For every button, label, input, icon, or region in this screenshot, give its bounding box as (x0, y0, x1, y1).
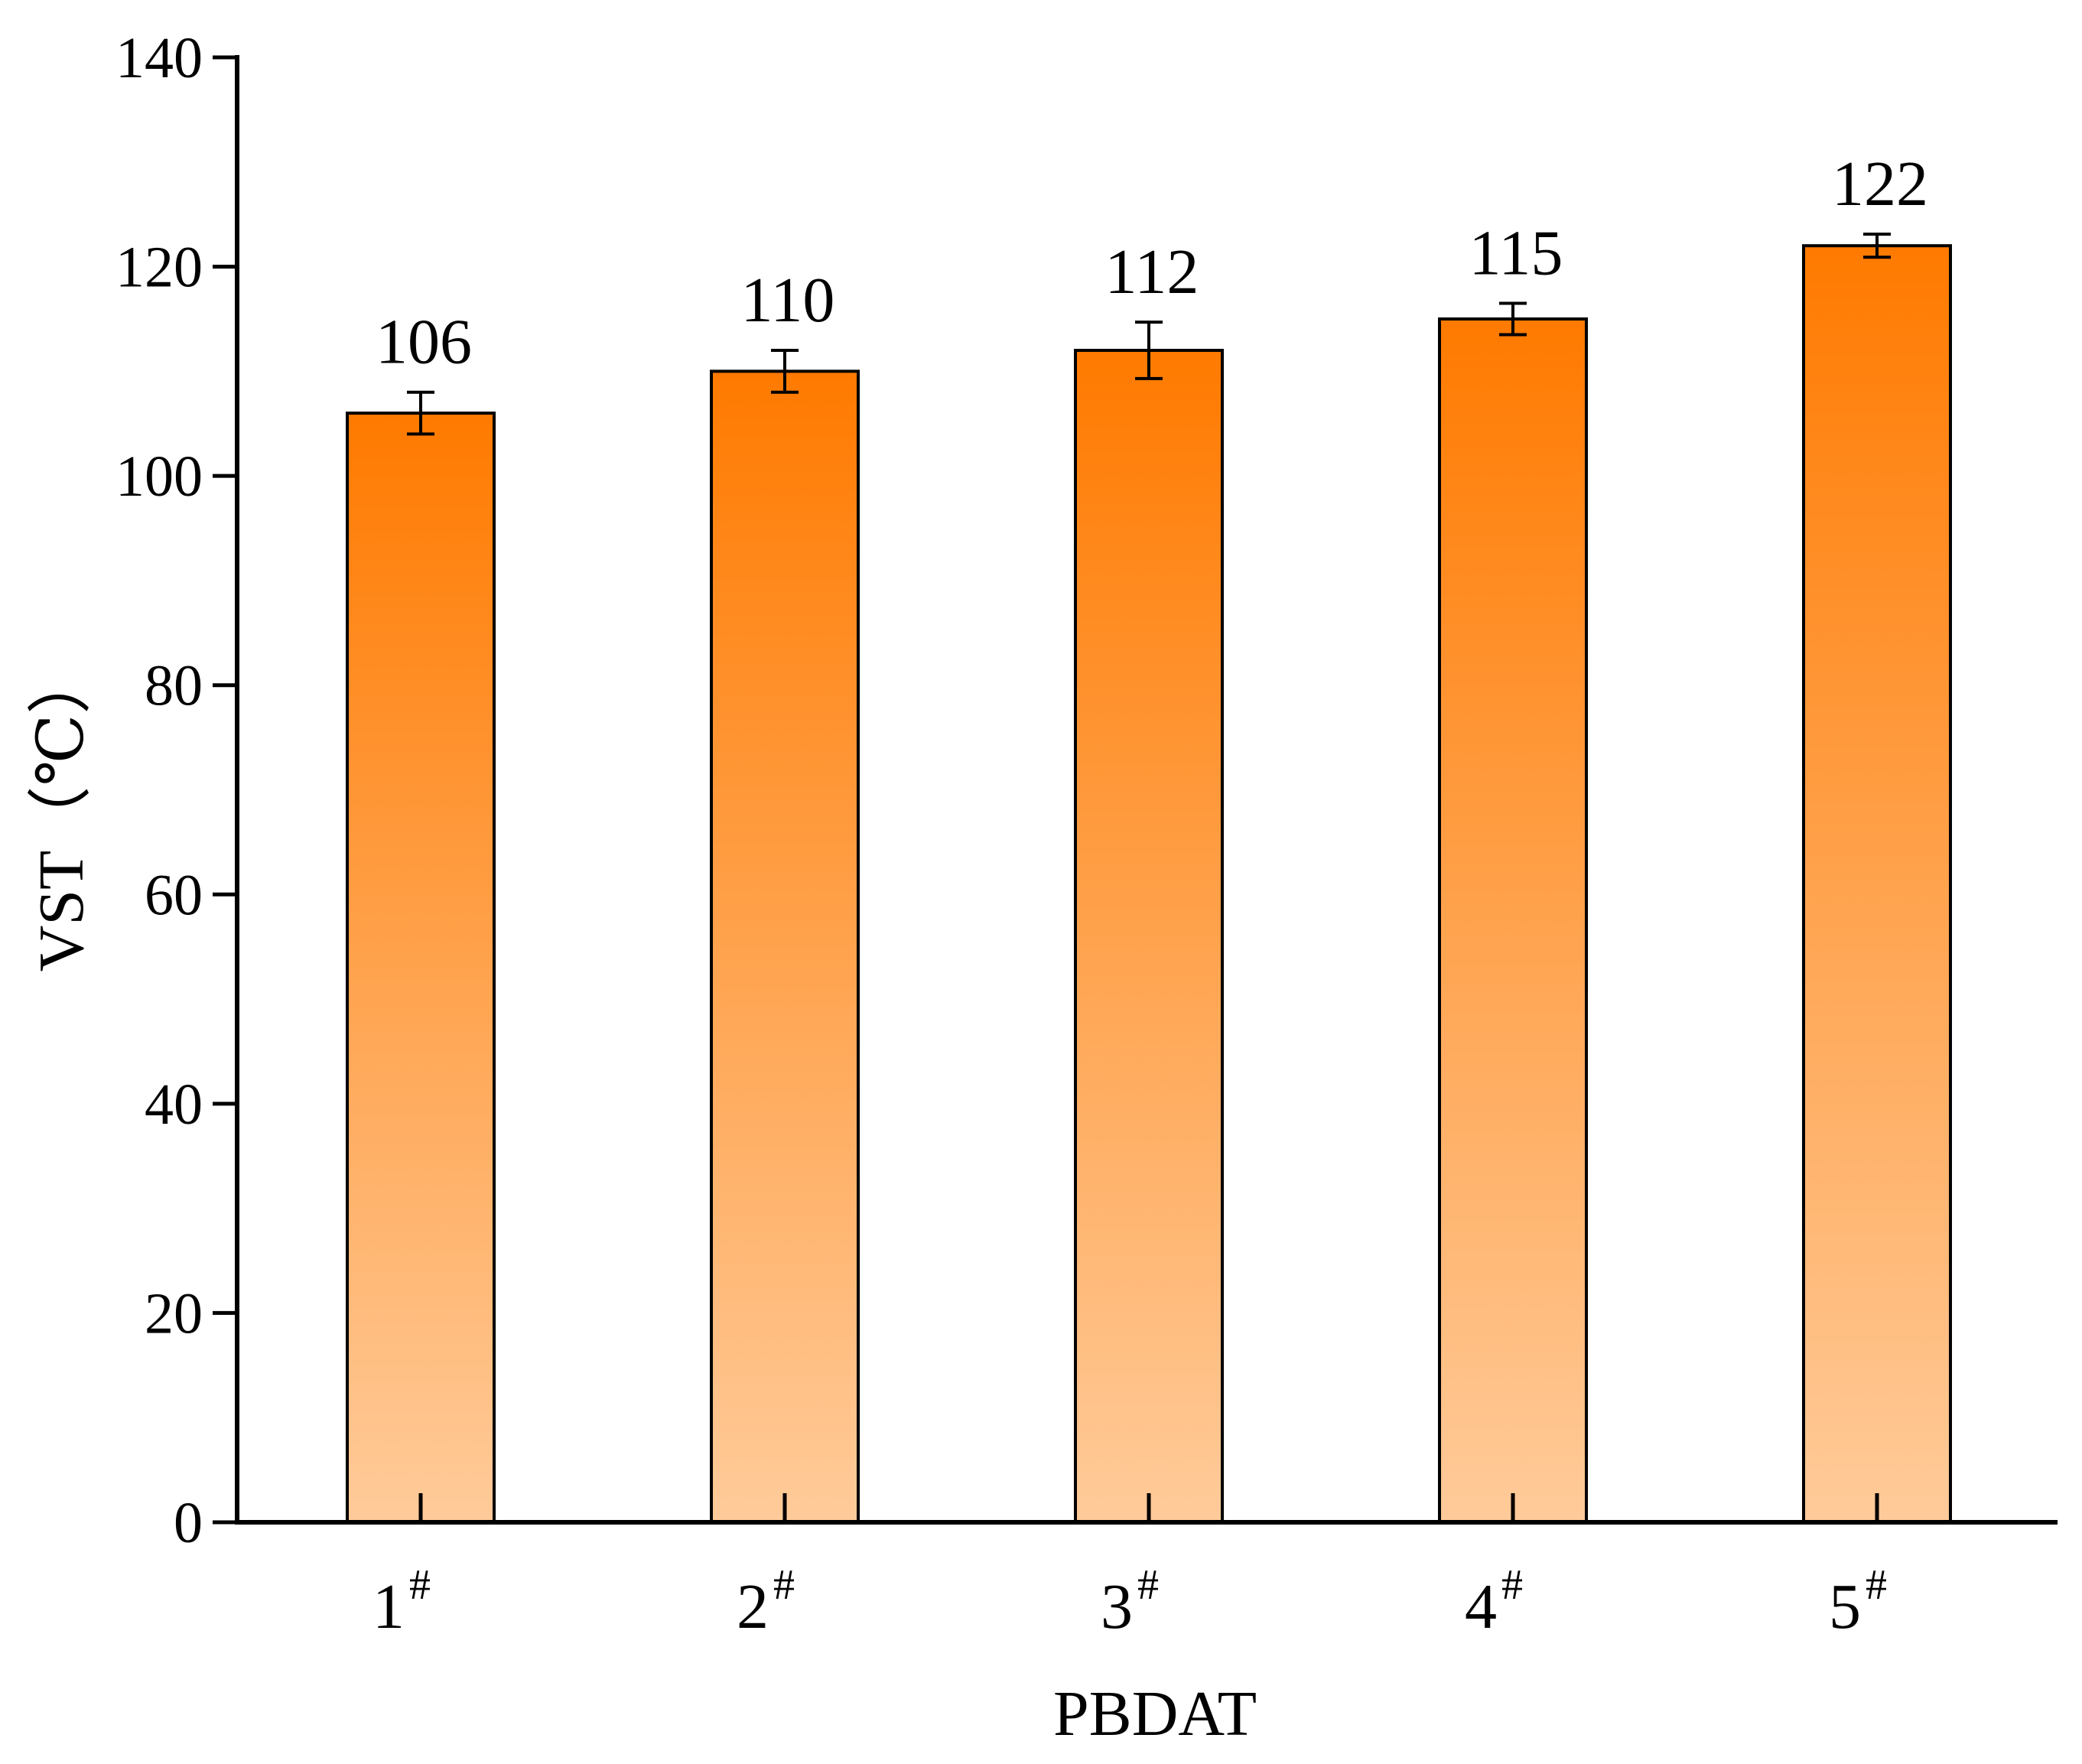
bar-1 (346, 412, 496, 1524)
bar-4 (1438, 317, 1588, 1525)
error-bar-3 (1135, 321, 1163, 380)
axes-layer (235, 55, 2058, 1525)
x-tick-label-superscript: # (409, 1561, 431, 1609)
x-tick-label-text: 4 (1465, 1571, 1497, 1642)
error-bar-4 (1499, 301, 1527, 337)
y-tick-label-80: 80 (145, 654, 203, 718)
y-tick-label-140: 140 (115, 26, 203, 90)
y-tick-label-120: 120 (115, 236, 203, 300)
value-label-1: 106 (376, 307, 472, 378)
value-label-2: 110 (741, 265, 835, 336)
bar-3 (1074, 349, 1224, 1524)
bar-2 (710, 369, 860, 1524)
x-tick-label-text: 1 (372, 1571, 405, 1642)
error-bar-2 (771, 349, 799, 394)
error-bars-layer (407, 233, 1891, 436)
x-tick-label-text: 2 (737, 1571, 769, 1642)
x-axis-title: PBDAT (1053, 1678, 1257, 1749)
x-tick-label-superscript: # (1866, 1561, 1887, 1609)
x-tick-label-text: 3 (1101, 1571, 1133, 1642)
y-axis-title: VST（℃） (26, 650, 97, 972)
bars-layer (346, 244, 1952, 1525)
x-ticks-layer: 1 #2 #3 #4 #5 # (372, 1493, 1887, 1642)
y-ticks-layer: 0 20 40 60 80 100 120 140 (115, 26, 237, 1555)
value-label-3: 112 (1105, 236, 1199, 308)
x-tick-label-superscript: # (773, 1561, 795, 1609)
x-tick-label-superscript: # (1501, 1561, 1523, 1609)
x-tick-label-text: 5 (1829, 1571, 1861, 1642)
error-bar-1 (407, 390, 434, 436)
y-tick-label-0: 0 (174, 1491, 203, 1555)
value-label-5: 122 (1832, 148, 1928, 220)
x-tick-label-superscript: # (1137, 1561, 1159, 1609)
bar-5 (1802, 244, 1952, 1525)
y-tick-label-20: 20 (145, 1281, 203, 1346)
y-tick-label-100: 100 (115, 444, 203, 509)
y-tick-label-40: 40 (145, 1072, 203, 1137)
error-bar-5 (1863, 233, 1891, 259)
value-label-4: 115 (1469, 217, 1563, 288)
x-tick-label-1: 1 # (372, 1561, 431, 1642)
x-tick-label-5: 5 # (1829, 1561, 1887, 1642)
x-tick-label-4: 4 # (1465, 1561, 1523, 1642)
y-tick-label-60: 60 (145, 863, 203, 927)
value-labels-layer: 106 110 112 115 122 (376, 148, 1928, 378)
x-tick-label-3: 3 # (1101, 1561, 1159, 1642)
x-tick-label-2: 2 # (737, 1561, 795, 1642)
